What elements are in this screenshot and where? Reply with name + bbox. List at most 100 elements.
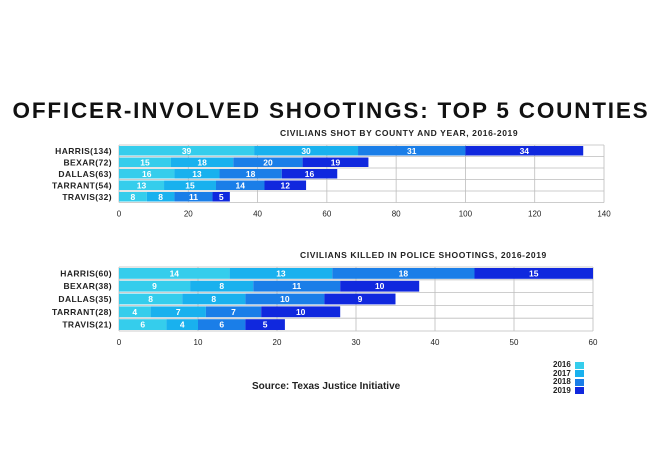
chart-1-bar-4-2016 [119,192,147,202]
chart-2-bar-0-2017 [229,268,333,279]
chart-1-xtick-label-120: 120 [528,210,542,219]
legend-item-2017: 2017 [553,368,584,378]
chart-2-bar-1-2016 [119,280,191,292]
chart-2-bar-0-2018 [332,268,475,279]
chart-2-bar-1-2018 [253,280,341,292]
chart-1-xtick-label-140: 140 [597,210,611,219]
chart-2-category-label-4: TRAVIS(21) [62,320,112,330]
chart-1-bar-label-1-2019: 19 [331,157,341,167]
chart-1-bar-label-0-2018: 31 [407,146,417,156]
chart-1-bar-0-2019 [465,146,584,156]
chart-1-bar-label-4-2019: 5 [219,192,224,202]
chart-1-bar-2-2019 [281,169,338,179]
legend-swatch-2019 [575,387,584,394]
chart-2-bar-3-2018 [205,306,262,318]
chart-2-subtitle: CIVILIANS KILLED IN POLICE SHOOTINGS, 20… [300,250,547,260]
chart-2-bar-4-2017 [166,319,198,330]
chart-1-bar-label-3-2019: 12 [281,180,291,190]
legend-item-2019: 2019 [553,386,584,395]
legend-label-2016: 2016 [553,360,571,369]
chart-2-bar-label-0-2017: 13 [276,268,286,278]
chart-1-bar-2-2016 [119,169,175,179]
chart-1-bar-label-1-2018: 20 [263,157,273,167]
chart-1-bar-label-4-2016: 8 [130,192,135,202]
chart-2-bar-4-2018 [198,319,246,330]
chart-2-category-label-1: BEXAR(38) [64,281,112,291]
chart-1-bar-0-2017 [254,146,359,156]
chart-1-bar-label-3-2018: 14 [236,180,246,190]
main-title: OFFICER-INVOLVED SHOOTINGS: TOP 5 COUNTI… [12,98,650,123]
legend-swatch-2016 [575,361,584,369]
chart-2-bar-0-2019 [474,268,593,279]
chart-civilians-shot: 0 20 40 60 80 100 120 140 HARRIS(134) 39 30 31 34 BEX… [52,144,611,219]
chart-2-xtick-label-10: 10 [194,338,203,347]
legend: 2016 2017 2018 2019 [553,361,584,395]
chart-1-bar-label-0-2016: 39 [182,146,192,156]
chart-2-bar-label-0-2018: 18 [399,268,409,278]
chart-2-bar-4-2019 [245,319,285,330]
chart-2-bar-label-2-2019: 9 [358,294,363,304]
chart-2-bar-1-2017 [190,280,254,292]
chart-1-bar-3-2016 [119,180,165,190]
chart-2-bar-2-2017 [182,293,246,305]
chart-1-xtick-label-100: 100 [459,210,473,219]
chart-1-bar-0-2016 [119,146,255,156]
chart-1-xtick-label-20: 20 [184,210,193,219]
chart-2-bar-2-2018 [245,293,325,305]
chart-1-bar-2-2018 [219,169,282,179]
legend-swatch-2018 [575,378,584,386]
chart-1-bar-label-4-2017: 8 [158,192,163,202]
chart-1-bar-0-2018 [358,146,466,156]
legend-label-2017: 2017 [553,368,571,378]
chart-2-bar-3-2016 [119,306,151,318]
chart-1-subtitle: CIVILIANS SHOT BY COUNTY AND YEAR, 2016-… [280,128,519,138]
chart-2-bar-3-2017 [150,306,206,318]
chart-2-bar-label-0-2016: 14 [170,268,180,278]
chart-1-bar-2-2017 [174,169,220,179]
chart-1-category-label-1: BEXAR(72) [64,157,112,167]
chart-civilians-killed: 0 10 20 30 40 50 60 HARRIS(60) 14 13 18 15 BEXAR(38)… [52,266,598,347]
chart-2-bar-1-2019 [340,280,420,292]
chart-2-category-label-3: TARRANT(28) [52,307,112,317]
chart-1-bar-label-2-2016: 16 [142,169,152,179]
chart-2-bar-label-1-2016: 9 [152,281,157,291]
chart-2-bar-label-4-2017: 4 [180,320,185,330]
chart-1-xtick-label-60: 60 [322,210,331,219]
chart-2-bar-label-2-2016: 8 [148,294,153,304]
chart-2-xtick-label-40: 40 [431,338,440,347]
chart-2-bar-label-3-2017: 7 [176,307,181,317]
chart-2-category-label-2: DALLAS(35) [58,294,112,304]
chart-2-xtick-label-20: 20 [273,338,282,347]
legend-item-2018: 2018 [553,378,584,386]
chart-2-bar-label-3-2019: 10 [296,307,306,317]
chart-2-bar-2-2016 [119,293,183,305]
chart-2-bar-label-4-2019: 5 [263,320,268,330]
chart-1-category-label-2: DALLAS(63) [58,169,112,179]
chart-1-category-label-0: HARRIS(134) [55,146,112,156]
chart-2-category-label-0: HARRIS(60) [60,268,112,278]
chart-2-xtick-label-60: 60 [589,338,598,347]
chart-2-bar-label-1-2019: 10 [375,281,385,291]
chart-1-bar-label-1-2017: 18 [197,157,207,167]
chart-2-bar-label-4-2016: 6 [140,320,145,330]
chart-1-bar-label-2-2017: 13 [192,169,202,179]
chart-2-bar-label-2-2018: 10 [280,294,290,304]
chart-1-bar-label-3-2016: 13 [137,180,147,190]
chart-1-bar-label-2-2019: 16 [305,169,315,179]
chart-1-bar-1-2016 [119,157,171,167]
chart-1-bar-4-2018 [174,192,213,202]
chart-1-bar-1-2019 [302,157,369,167]
chart-1-bar-label-0-2019: 34 [520,146,530,156]
chart-2-bar-label-3-2018: 7 [231,307,236,317]
chart-1-category-label-3: TARRANT(54) [52,180,112,190]
chart-1-bar-label-2-2018: 18 [246,169,256,179]
source-note: Source: Texas Justice Initiative [252,381,401,392]
chart-2-bar-label-0-2019: 15 [529,268,539,278]
chart-1-bar-label-4-2018: 11 [189,192,198,202]
chart-1-bar-1-2017 [170,157,234,167]
chart-1-bar-4-2019 [212,192,230,202]
chart-1-category-label-4: TRAVIS(32) [62,192,112,202]
chart-1-bar-label-0-2017: 30 [301,146,311,156]
chart-2-bar-3-2019 [261,306,341,318]
